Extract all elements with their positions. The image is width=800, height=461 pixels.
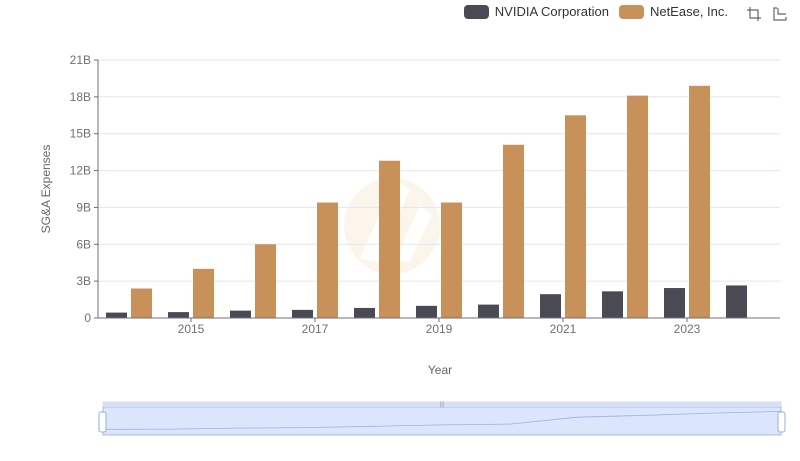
y-tick-label: 3B [76,274,91,288]
bar-nvidia-2014[interactable] [106,312,127,318]
bar-nvidia-2016[interactable] [230,310,251,318]
bar-nvidia-2022[interactable] [602,291,623,318]
bar-nvidia-2018[interactable] [354,307,375,318]
restore-icon[interactable] [772,6,788,22]
x-tick-label: 2019 [426,322,453,336]
chart-legend: NVIDIA Corporation NetEase, Inc. [463,4,728,19]
bar-nvidia-2020[interactable] [478,304,499,318]
x-tick-label: 2017 [302,322,329,336]
y-tick-label: 21B [70,53,91,67]
bar-netease-2021[interactable] [565,115,586,319]
bar-nvidia-2023[interactable] [664,288,685,318]
datazoom-preview-line [102,411,782,430]
datazoom-grip-icon[interactable]: ||| [440,402,445,408]
x-tick-label: 2023 [674,322,701,336]
bar-netease-2023[interactable] [689,85,710,318]
y-tick-label: 0 [84,311,91,325]
x-tick-label: 2015 [178,322,205,336]
bar-netease-2019[interactable] [441,202,462,318]
legend-swatch-netease [618,4,644,19]
bar-netease-2014[interactable] [131,288,152,318]
zoom-icon[interactable] [746,6,762,22]
bar-netease-2017[interactable] [317,202,338,318]
x-tick-label: 2021 [550,322,577,336]
bar-netease-2020[interactable] [503,144,524,318]
y-tick-label: 12B [70,164,91,178]
legend-label-netease: NetEase, Inc. [649,4,728,19]
y-axis: 0 3B 6B 9B 12B 15B 18B 21B [70,53,99,325]
bar-nvidia-2021[interactable] [540,294,561,318]
datazoom-top-bar[interactable] [103,402,781,407]
y-tick-label: 9B [76,200,91,214]
x-axis-title: Year [428,363,452,377]
bar-netease-2015[interactable] [193,268,214,318]
bar-netease-2018[interactable] [379,160,400,318]
bar-netease-2016[interactable] [255,244,276,318]
chart-toolbox [746,6,788,22]
legend-item-nvidia[interactable]: NVIDIA Corporation [463,4,609,19]
datazoom-selected-range[interactable] [102,406,782,436]
bar-netease-2022[interactable] [627,95,648,318]
y-tick-label: 15B [70,127,91,141]
bar-nvidia-2017[interactable] [292,309,313,318]
legend-item-netease[interactable]: NetEase, Inc. [618,4,728,19]
legend-label-nvidia: NVIDIA Corporation [494,4,609,19]
legend-swatch-nvidia [463,4,489,19]
datazoom-handle-right[interactable] [777,411,786,433]
datazoom-slider[interactable]: ||| [98,401,786,436]
y-tick-label: 6B [76,237,91,251]
datazoom-handle-left[interactable] [98,411,107,433]
bar-nvidia-2024[interactable] [726,285,747,318]
x-axis: 2015 2017 2019 2021 2023 [98,317,780,336]
y-tick-label: 18B [70,90,91,104]
y-axis-title: SG&A Expenses [39,145,53,234]
bars-group [106,85,747,319]
bar-nvidia-2019[interactable] [416,305,437,318]
bar-nvidia-2015[interactable] [168,312,189,318]
